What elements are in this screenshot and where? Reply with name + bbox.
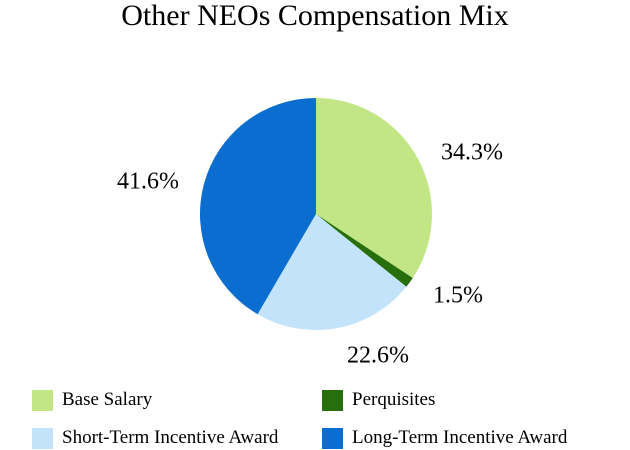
pie-slice-long-term-incentive	[199, 97, 316, 315]
chart-title: Other NEOs Compensation Mix	[121, 0, 509, 32]
data-label-perquisites: 1.5%	[433, 283, 483, 309]
data-label-short-term-incentive: 22.6%	[347, 343, 409, 369]
pie-slice-base-salary	[316, 98, 432, 278]
pie-slice-perquisites	[316, 214, 413, 287]
data-label-base-salary: 34.3%	[441, 140, 503, 166]
pie-slice-short-term-incentive	[257, 214, 407, 331]
data-label-long-term-incentive: 41.6%	[117, 169, 179, 195]
